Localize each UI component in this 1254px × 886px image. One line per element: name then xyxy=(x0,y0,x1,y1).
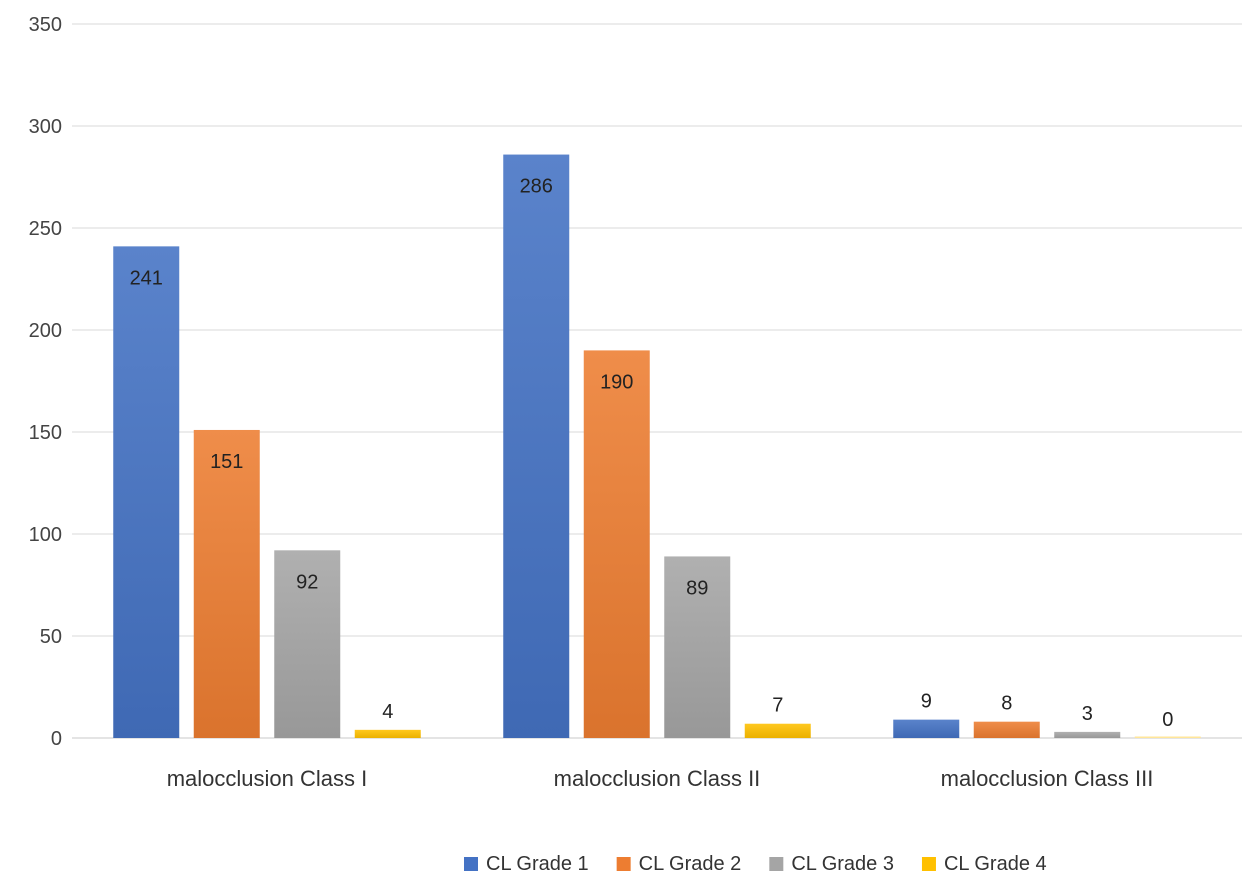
legend-swatch xyxy=(464,857,478,871)
legend-label: CL Grade 3 xyxy=(791,853,894,875)
data-label: 4 xyxy=(382,701,393,723)
data-label: 8 xyxy=(1001,693,1012,715)
y-axis-ticks: 0 50 100 150 200 250 300 350 xyxy=(29,14,62,750)
data-label: 9 xyxy=(921,691,932,713)
data-label: 7 xyxy=(772,695,783,717)
data-label: 241 xyxy=(130,267,163,289)
legend: CL Grade 1 CL Grade 2 CL Grade 3 CL Grade 4 xyxy=(464,853,1047,875)
y-tick-label: 0 xyxy=(51,728,62,750)
legend-label: CL Grade 1 xyxy=(486,853,589,875)
y-tick-label: 300 xyxy=(29,116,62,138)
y-tick-label: 250 xyxy=(29,218,62,240)
data-label: 190 xyxy=(600,371,633,393)
data-label: 92 xyxy=(296,571,318,593)
data-label: 3 xyxy=(1082,703,1093,725)
x-category-label: malocclusion Class III xyxy=(941,766,1154,791)
legend-label: CL Grade 4 xyxy=(944,853,1047,875)
bar xyxy=(274,550,341,738)
bars xyxy=(113,154,1201,739)
bar xyxy=(744,723,811,738)
bar xyxy=(354,729,421,738)
bar xyxy=(503,154,570,738)
legend-label: CL Grade 2 xyxy=(639,853,742,875)
legend-swatch xyxy=(769,857,784,871)
bar xyxy=(583,350,650,738)
gridlines xyxy=(72,23,1242,739)
bar xyxy=(973,721,1040,738)
bar-zero-stub xyxy=(1134,736,1201,738)
y-tick-label: 50 xyxy=(40,626,62,648)
bar xyxy=(193,429,260,738)
bar xyxy=(893,719,960,738)
bar xyxy=(1054,731,1121,738)
x-category-label: malocclusion Class I xyxy=(167,766,368,791)
bar xyxy=(664,556,731,738)
legend-swatch xyxy=(921,857,936,871)
x-category-label: malocclusion Class II xyxy=(554,766,761,791)
data-label: 0 xyxy=(1162,709,1173,731)
legend-swatch xyxy=(616,857,631,871)
y-tick-label: 150 xyxy=(29,422,62,444)
y-tick-label: 350 xyxy=(29,14,62,36)
data-label: 286 xyxy=(520,176,553,198)
y-tick-label: 100 xyxy=(29,524,62,546)
data-labels: 241 151 92 4 286 190 89 7 9 8 3 0 xyxy=(130,176,1174,731)
data-label: 89 xyxy=(686,577,708,599)
x-axis-categories: malocclusion Class I malocclusion Class I… xyxy=(167,766,1154,791)
y-tick-label: 200 xyxy=(29,320,62,342)
bar xyxy=(113,246,180,739)
data-label: 151 xyxy=(210,451,243,473)
